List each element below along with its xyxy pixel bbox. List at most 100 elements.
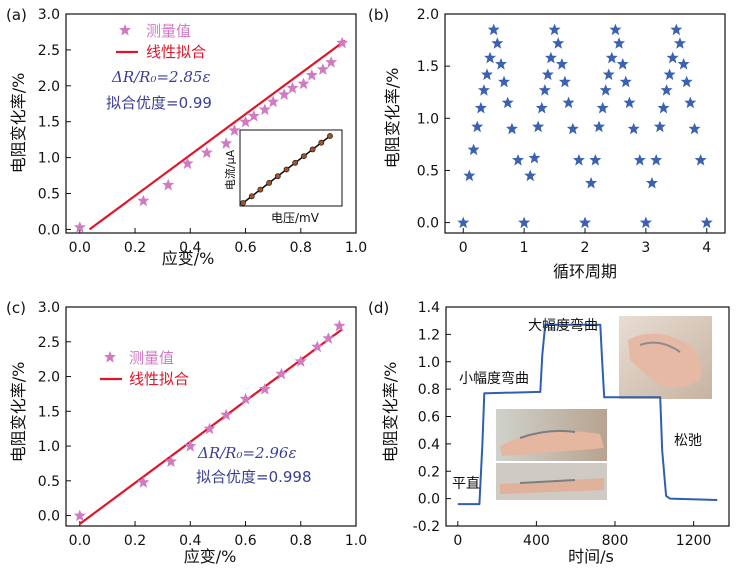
data-point-star xyxy=(593,120,605,133)
inset-data-point xyxy=(327,133,333,139)
y-tick-label: -0.2 xyxy=(413,519,440,535)
data-point-star xyxy=(566,122,579,135)
data-point-star xyxy=(657,101,670,114)
data-point-star xyxy=(137,476,150,488)
x-ticks-a: 0.0 0.2 0.4 0.6 0.8 1.0 xyxy=(69,228,367,256)
data-point-star xyxy=(487,23,500,36)
y-axis-label-d: 电阻变化率/% xyxy=(381,362,400,463)
y-tick-label: 1.5 xyxy=(38,115,60,131)
y-tick-label: 0.5 xyxy=(38,474,60,490)
data-point-star xyxy=(585,176,598,189)
x-axis-label-a: 应变/% xyxy=(162,249,215,268)
panel-c: (c) 0.00.51.01.52.02.53.0 0.0 0.2 0.4 0.6 0.… xyxy=(6,299,367,566)
photo-flat xyxy=(496,463,607,500)
x-tick-label: 0.8 xyxy=(290,240,312,256)
y-ticks-d: -0.2 0.0 0.2 0.4 0.6 0.8 1.0 1.2 1.4 xyxy=(413,300,451,535)
data-point-star xyxy=(477,84,490,96)
x-tick-label: 1.0 xyxy=(345,240,367,256)
y-tick-label: 0.2 xyxy=(418,464,440,480)
y-tick-label: 0.0 xyxy=(418,492,440,508)
data-point-star xyxy=(501,96,514,109)
data-point-star xyxy=(684,96,697,109)
y-tick-label: 0.6 xyxy=(418,410,440,426)
y-tick-label: 1.0 xyxy=(38,439,60,455)
data-point-star xyxy=(660,84,673,96)
x-tick-label: 0 xyxy=(453,533,462,549)
data-point-star xyxy=(316,63,329,75)
data-point-star xyxy=(653,120,666,133)
data-point-star xyxy=(481,68,493,81)
annotation-flat: 平直 xyxy=(452,475,480,492)
x-tick-label: 0.4 xyxy=(179,240,201,256)
data-point-star xyxy=(677,58,690,70)
y-tick-label: 1.0 xyxy=(418,355,440,371)
x-tick-label: 0 xyxy=(459,240,468,256)
legend-measured-c: 测量值 xyxy=(129,349,174,367)
data-point-star xyxy=(633,154,646,166)
panel-label-b: (b) xyxy=(368,6,389,24)
data-point-star xyxy=(599,84,612,96)
x-tick-label: 1 xyxy=(520,240,529,256)
data-point-star xyxy=(650,154,663,166)
legend-fit-a: 线性拟合 xyxy=(146,43,206,61)
x-tick-label: 0.4 xyxy=(179,533,201,549)
data-point-star xyxy=(162,178,175,191)
y-tick-label: 3.0 xyxy=(38,300,60,316)
y-tick-label: 1.4 xyxy=(418,300,440,316)
data-point-star xyxy=(528,151,541,164)
plot-frame-c xyxy=(65,306,357,527)
y-tick-label: 2.5 xyxy=(38,335,60,351)
legend-star-c xyxy=(104,351,116,363)
data-point-star xyxy=(609,23,622,36)
y-ticks-b: 0.0 0.5 1.0 1.5 2.0 xyxy=(417,7,450,232)
x-tick-label: 0.2 xyxy=(124,240,146,256)
inset-data-point xyxy=(240,200,246,206)
inset-data-point xyxy=(274,173,281,180)
inset-iv: 电流/μA 电压/mV xyxy=(223,129,343,225)
data-point-star xyxy=(544,51,557,64)
points-b xyxy=(457,23,713,229)
points-c xyxy=(73,319,346,522)
data-point-star xyxy=(505,122,518,135)
x-tick-label: 3 xyxy=(641,240,650,256)
x-tick-label: 4 xyxy=(702,240,711,256)
data-point-star xyxy=(258,103,271,116)
signal-line-d xyxy=(457,323,718,506)
annotation-goodness-a: 拟合优度=0.99 xyxy=(106,94,212,112)
legend-measured-a: 测量值 xyxy=(146,22,191,40)
annotation-relax: 松弛 xyxy=(674,433,702,449)
data-point-star xyxy=(541,68,554,81)
data-point-star xyxy=(474,101,487,114)
y-tick-label: 1.0 xyxy=(417,111,439,127)
inset-data-point xyxy=(318,139,325,146)
data-point-star xyxy=(532,120,545,133)
data-point-star xyxy=(688,122,701,135)
inset-data-point xyxy=(257,186,264,193)
panel-label-a: (a) xyxy=(6,6,27,24)
y-axis-label-b: 电阻变化率/% xyxy=(383,68,402,169)
inset-data-point xyxy=(292,159,299,166)
data-point-star xyxy=(605,51,618,64)
y-axis-label-c: 电阻变化率/% xyxy=(9,362,28,463)
data-point-star xyxy=(613,37,626,49)
x-tick-label: 2 xyxy=(581,240,590,256)
data-point-star xyxy=(670,23,683,36)
data-point-star xyxy=(297,77,310,90)
legend-fit-c: 线性拟合 xyxy=(129,370,189,388)
data-point-star xyxy=(495,58,507,70)
fit-line-a xyxy=(88,39,346,231)
y-tick-label: 2.0 xyxy=(417,7,439,23)
x-ticks-b: 0 1 2 3 4 xyxy=(459,228,711,256)
data-point-star xyxy=(579,216,591,229)
signal-line xyxy=(457,323,718,506)
photo-large-bend xyxy=(619,316,712,399)
data-point-star xyxy=(333,319,346,332)
photo-small-bend xyxy=(496,409,607,461)
data-point-star xyxy=(589,154,602,166)
y-tick-label: 1.5 xyxy=(417,59,439,75)
data-point-star xyxy=(278,88,291,101)
x-axis-label-c: 应变/% xyxy=(184,547,237,566)
data-point-star xyxy=(491,37,504,49)
data-point-star xyxy=(627,122,640,135)
